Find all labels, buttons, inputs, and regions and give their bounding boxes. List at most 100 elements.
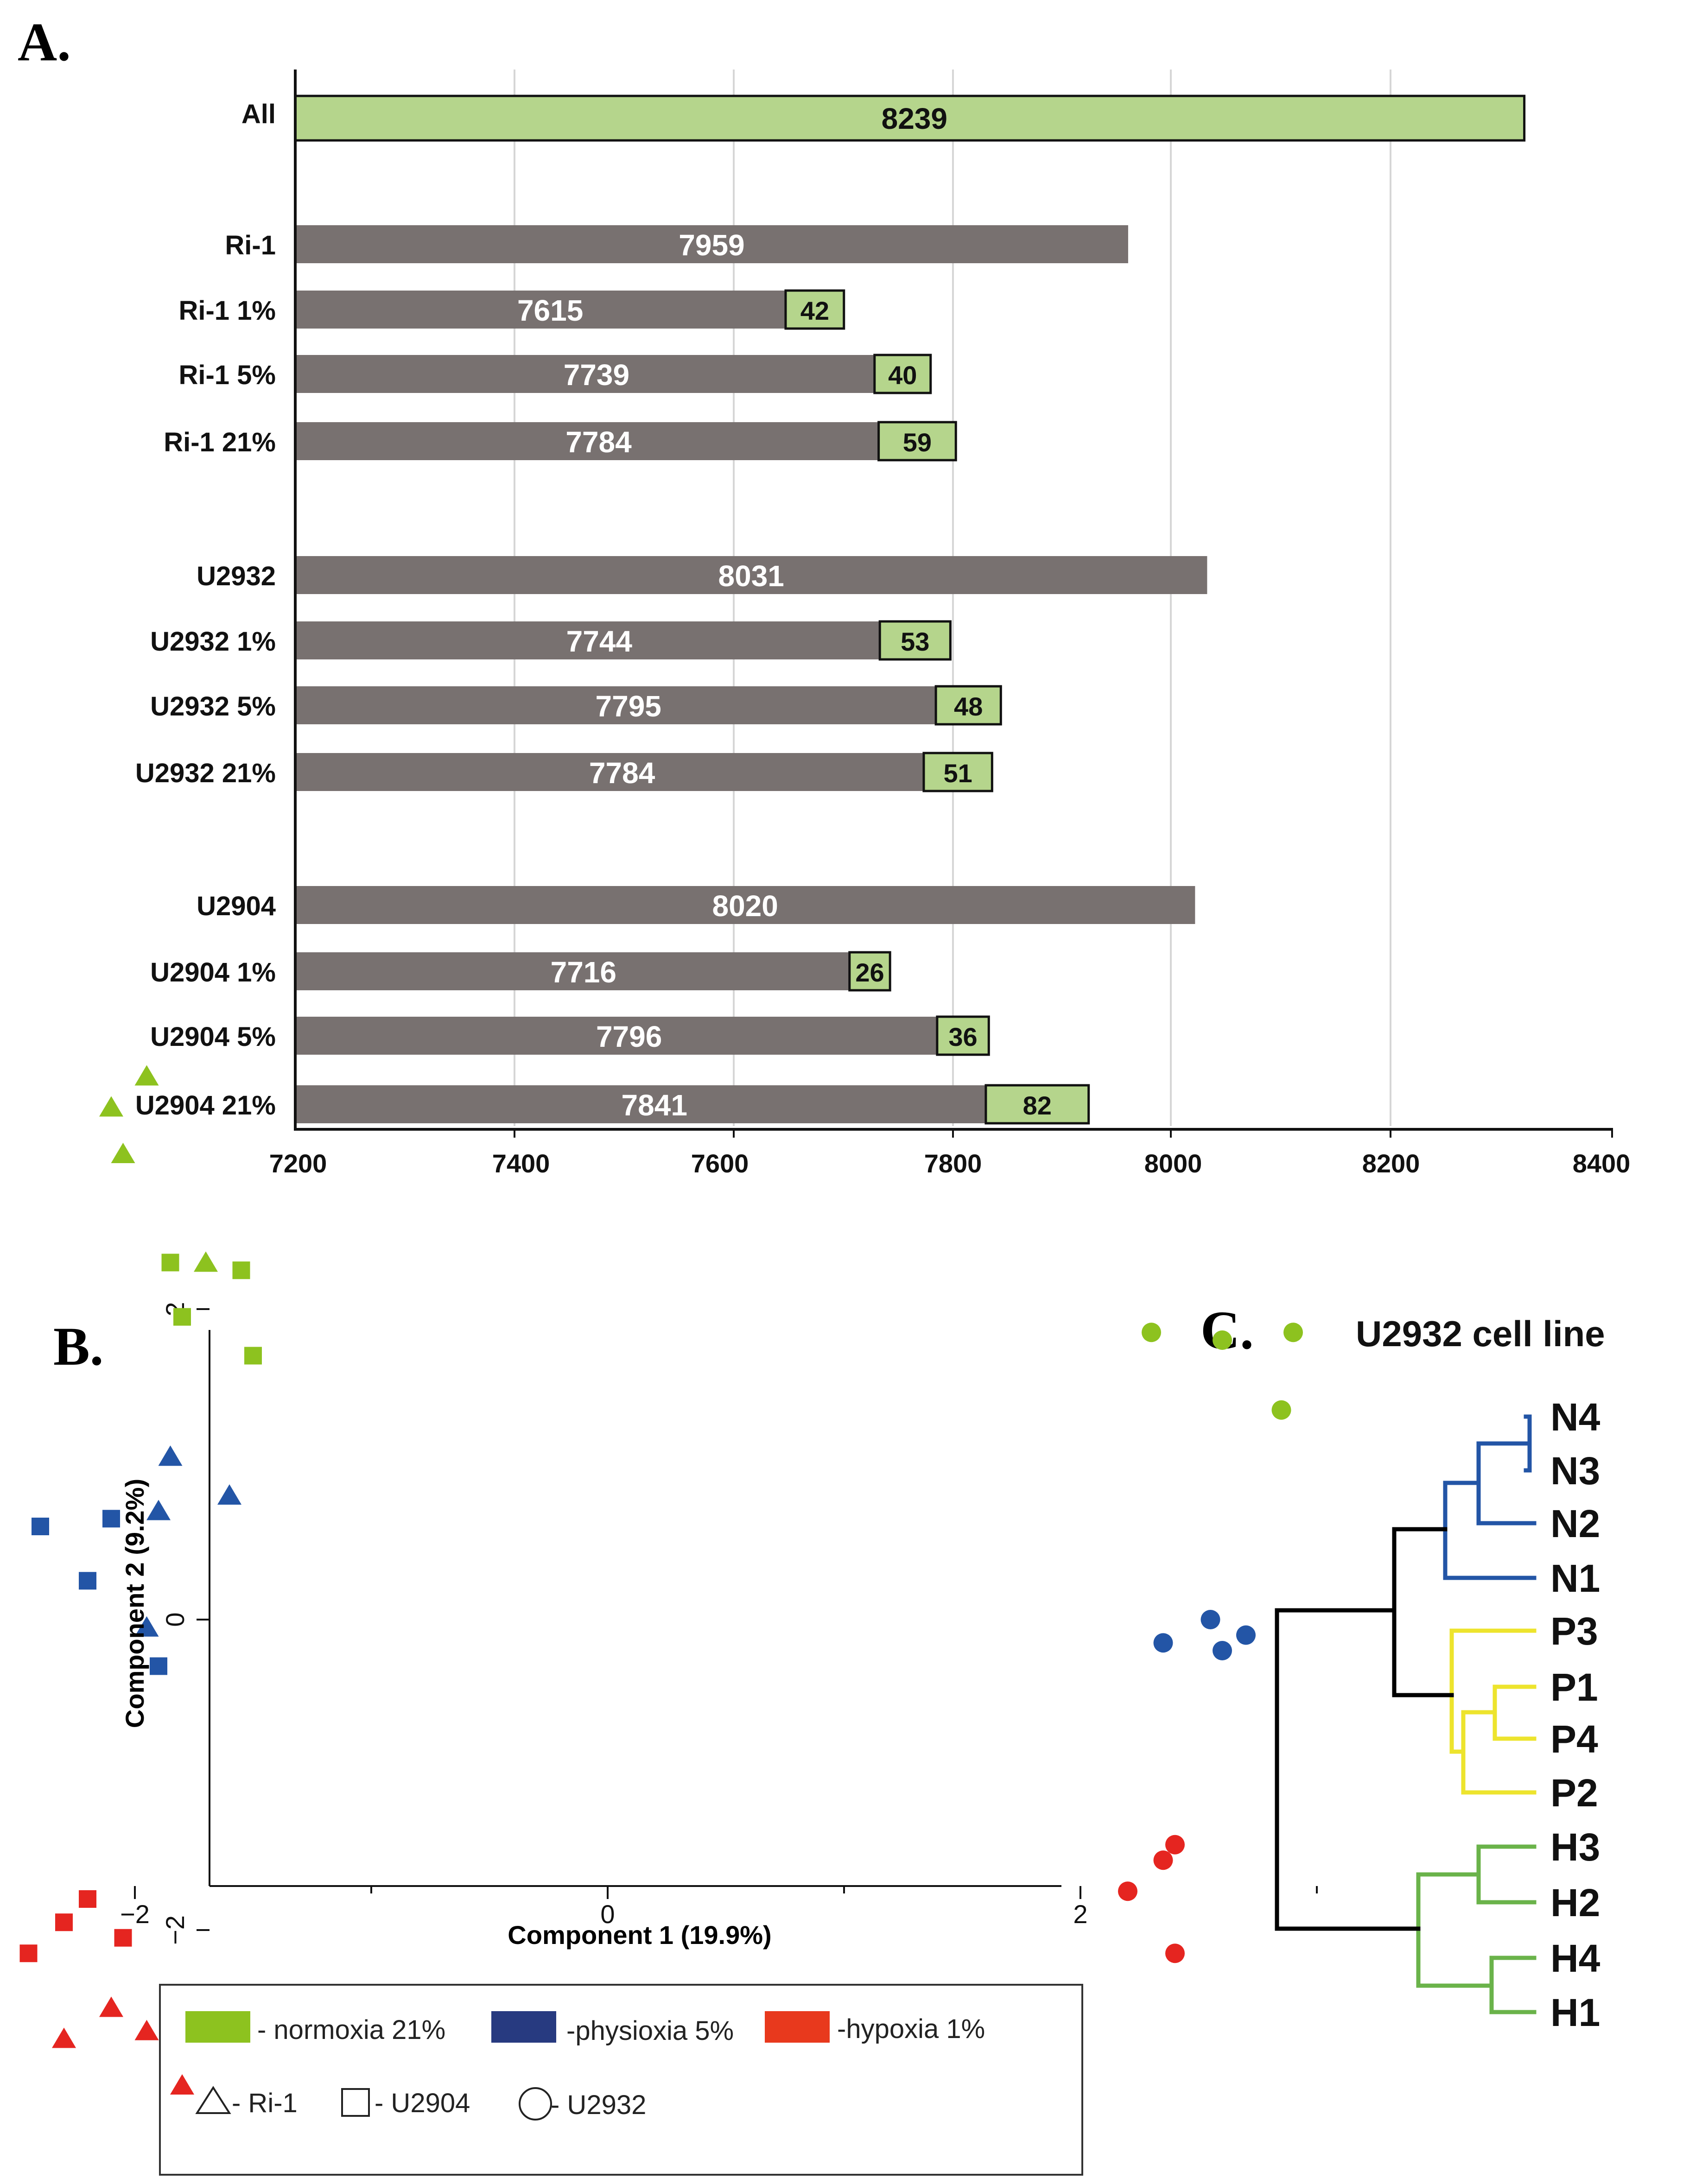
legend-hypoxia: -hypoxia 1%: [837, 2014, 985, 2044]
legend-square-icon: [341, 2088, 370, 2117]
a-bar-unique-label: 59: [903, 428, 932, 457]
a-bar-value-label: 7615: [517, 294, 583, 327]
legend-swatch-hypoxia: [765, 2011, 830, 2043]
c-branch-p3: [1449, 1628, 1537, 1754]
a-bar-total: [294, 95, 1526, 142]
c-branch-h3-h2: [1476, 1844, 1537, 1905]
a-bar-unique-label: 53: [901, 627, 929, 656]
a-bar-unique-label: 48: [954, 692, 983, 721]
a-category-label: U2904 1%: [150, 957, 276, 988]
legend-circle-icon: [519, 2087, 552, 2121]
b-point-square-hypoxia: [19, 1944, 38, 1962]
b-legend: - normoxia 21% -physioxia 5% -hypoxia 1%…: [159, 1984, 1083, 2176]
a-bar-base: [295, 291, 786, 329]
a-bar-value-label: 7841: [622, 1089, 687, 1122]
a-bar-unique-label: 26: [855, 958, 884, 987]
b-y-axis-label: Component 2 (9.2%): [120, 1479, 149, 1728]
b-point-circle-hypoxia: [1165, 1943, 1185, 1963]
c-root: [1275, 1608, 1421, 1931]
b-point-triangle-hypoxia: [134, 2019, 159, 2040]
c-leaf-label: H2: [1550, 1881, 1600, 1924]
b-point-triangle-physioxia: [146, 1500, 171, 1520]
a-bar-group: 7796 36 U2904 5%: [150, 1015, 990, 1056]
a-bar-group: 7739 40 Ri-1 5%: [178, 354, 932, 394]
b-x-tick-label: 0: [600, 1899, 615, 1929]
b-point-circle-hypoxia: [1153, 1850, 1173, 1870]
a-bar-unique-label: 51: [944, 759, 972, 788]
a-bar-group: 7784 51 U2932 21%: [135, 752, 993, 792]
a-bar-group: 7959 Ri-1: [225, 225, 1128, 263]
b-point-circle-physioxia: [1236, 1625, 1256, 1645]
legend-triangle-icon: [195, 2086, 231, 2114]
b-x-tick-label: 2: [1073, 1899, 1087, 1929]
a-category-label: U2904 5%: [150, 1022, 276, 1052]
c-leaf-label: P2: [1550, 1771, 1598, 1815]
b-axes: −202−202: [120, 1302, 1318, 1945]
a-bar-unique-label: 36: [948, 1022, 977, 1051]
a-bar-value-label: 7784: [565, 425, 632, 459]
panel-a-bar-chart: 8239 All 7959 Ri-1 7615 42 Ri-1 1% 7739 40 Ri-1 5…: [135, 70, 1630, 1178]
a-category-label: U2932 5%: [150, 691, 276, 722]
a-bar-cell-line: [295, 886, 1195, 924]
legend-u2904: - U2904: [375, 2088, 470, 2118]
c-leaf-labels: N4 N3 N2 N1 P3 P1 P4 P2 H3 H2 H4 H1: [1550, 1395, 1600, 2034]
b-point-circle-hypoxia: [1118, 1881, 1137, 1901]
b-point-square-normoxia: [161, 1253, 179, 1272]
c-title: U2932 cell line: [1356, 1313, 1605, 1354]
legend-swatch-normoxia: [185, 2011, 250, 2043]
b-y-tick-label: −2: [160, 1915, 190, 1945]
a-x-tick-label: 8200: [1362, 1149, 1420, 1178]
a-category-label: U2904 21%: [135, 1090, 276, 1120]
b-point-square-normoxia: [232, 1261, 250, 1279]
a-bar-group: 8031 U2932: [197, 556, 1207, 594]
a-bar-group: 7795 48 U2932 5%: [150, 685, 1002, 726]
b-point-circle-normoxia: [1213, 1330, 1232, 1350]
a-bar-value-label: 7744: [566, 625, 633, 658]
b-point-triangle-normoxia: [111, 1143, 135, 1163]
b-x-axis-label: Component 1 (19.9%): [508, 1920, 771, 1950]
a-bar-unique-label: 82: [1023, 1091, 1052, 1120]
a-category-label: U2904: [197, 891, 276, 921]
a-category-label: Ri-1: [225, 230, 276, 260]
c-leaf-label: N2: [1550, 1502, 1600, 1545]
a-x-tick-label: 7200: [269, 1149, 327, 1178]
b-point-square-physioxia: [79, 1572, 96, 1590]
b-point-triangle-physioxia: [158, 1445, 183, 1466]
a-bar-cell-line: [295, 225, 1128, 263]
b-point-circle-physioxia: [1200, 1610, 1220, 1629]
b-point-circle-hypoxia: [1165, 1835, 1185, 1855]
b-point-square-hypoxia: [55, 1913, 73, 1931]
c-branch-h: [1416, 1872, 1494, 1988]
b-point-circle-normoxia: [1283, 1323, 1303, 1342]
a-x-tick-label: 8400: [1573, 1149, 1631, 1178]
panel-c-dendrogram: U2932 cell line N4 N3 N2 N1 P3 P1 P4 P2 H3 H2 H4 H1: [1275, 1313, 1605, 2034]
a-bar-unique: [848, 951, 891, 992]
b-point-square-physioxia: [102, 1510, 120, 1528]
c-tree: [1275, 1414, 1537, 2014]
panel-b-label: B.: [53, 1316, 103, 1377]
a-category-label: U2932 1%: [150, 627, 276, 657]
c-leaf-label: P4: [1550, 1717, 1598, 1761]
a-bar-unique: [878, 620, 952, 661]
a-bar-value-label: 7716: [551, 956, 616, 989]
a-bar-base: [295, 1017, 937, 1055]
a-bar-value-label: 8239: [882, 102, 947, 135]
c-leaf-label: P1: [1550, 1665, 1598, 1709]
panel-a-label: A.: [18, 12, 71, 72]
b-point-square-hypoxia: [114, 1929, 132, 1947]
a-bar-base: [295, 355, 875, 393]
a-bar-unique: [984, 1084, 1090, 1125]
a-bar-base: [295, 753, 924, 791]
b-point-triangle-hypoxia: [52, 2027, 76, 2048]
a-bar-group: 8239 All: [241, 95, 1526, 142]
a-bar-group: 7784 59 Ri-1 21%: [164, 421, 957, 462]
a-category-label: All: [241, 99, 276, 129]
a-bar-base: [295, 686, 936, 724]
a-x-tick-label: 8000: [1144, 1149, 1202, 1178]
a-bar-value-label: 8020: [712, 889, 778, 923]
b-point-triangle-physioxia: [134, 1616, 159, 1637]
a-bar-unique: [934, 685, 1002, 726]
a-bar-base: [295, 1085, 986, 1123]
a-category-label: U2932: [197, 561, 276, 591]
